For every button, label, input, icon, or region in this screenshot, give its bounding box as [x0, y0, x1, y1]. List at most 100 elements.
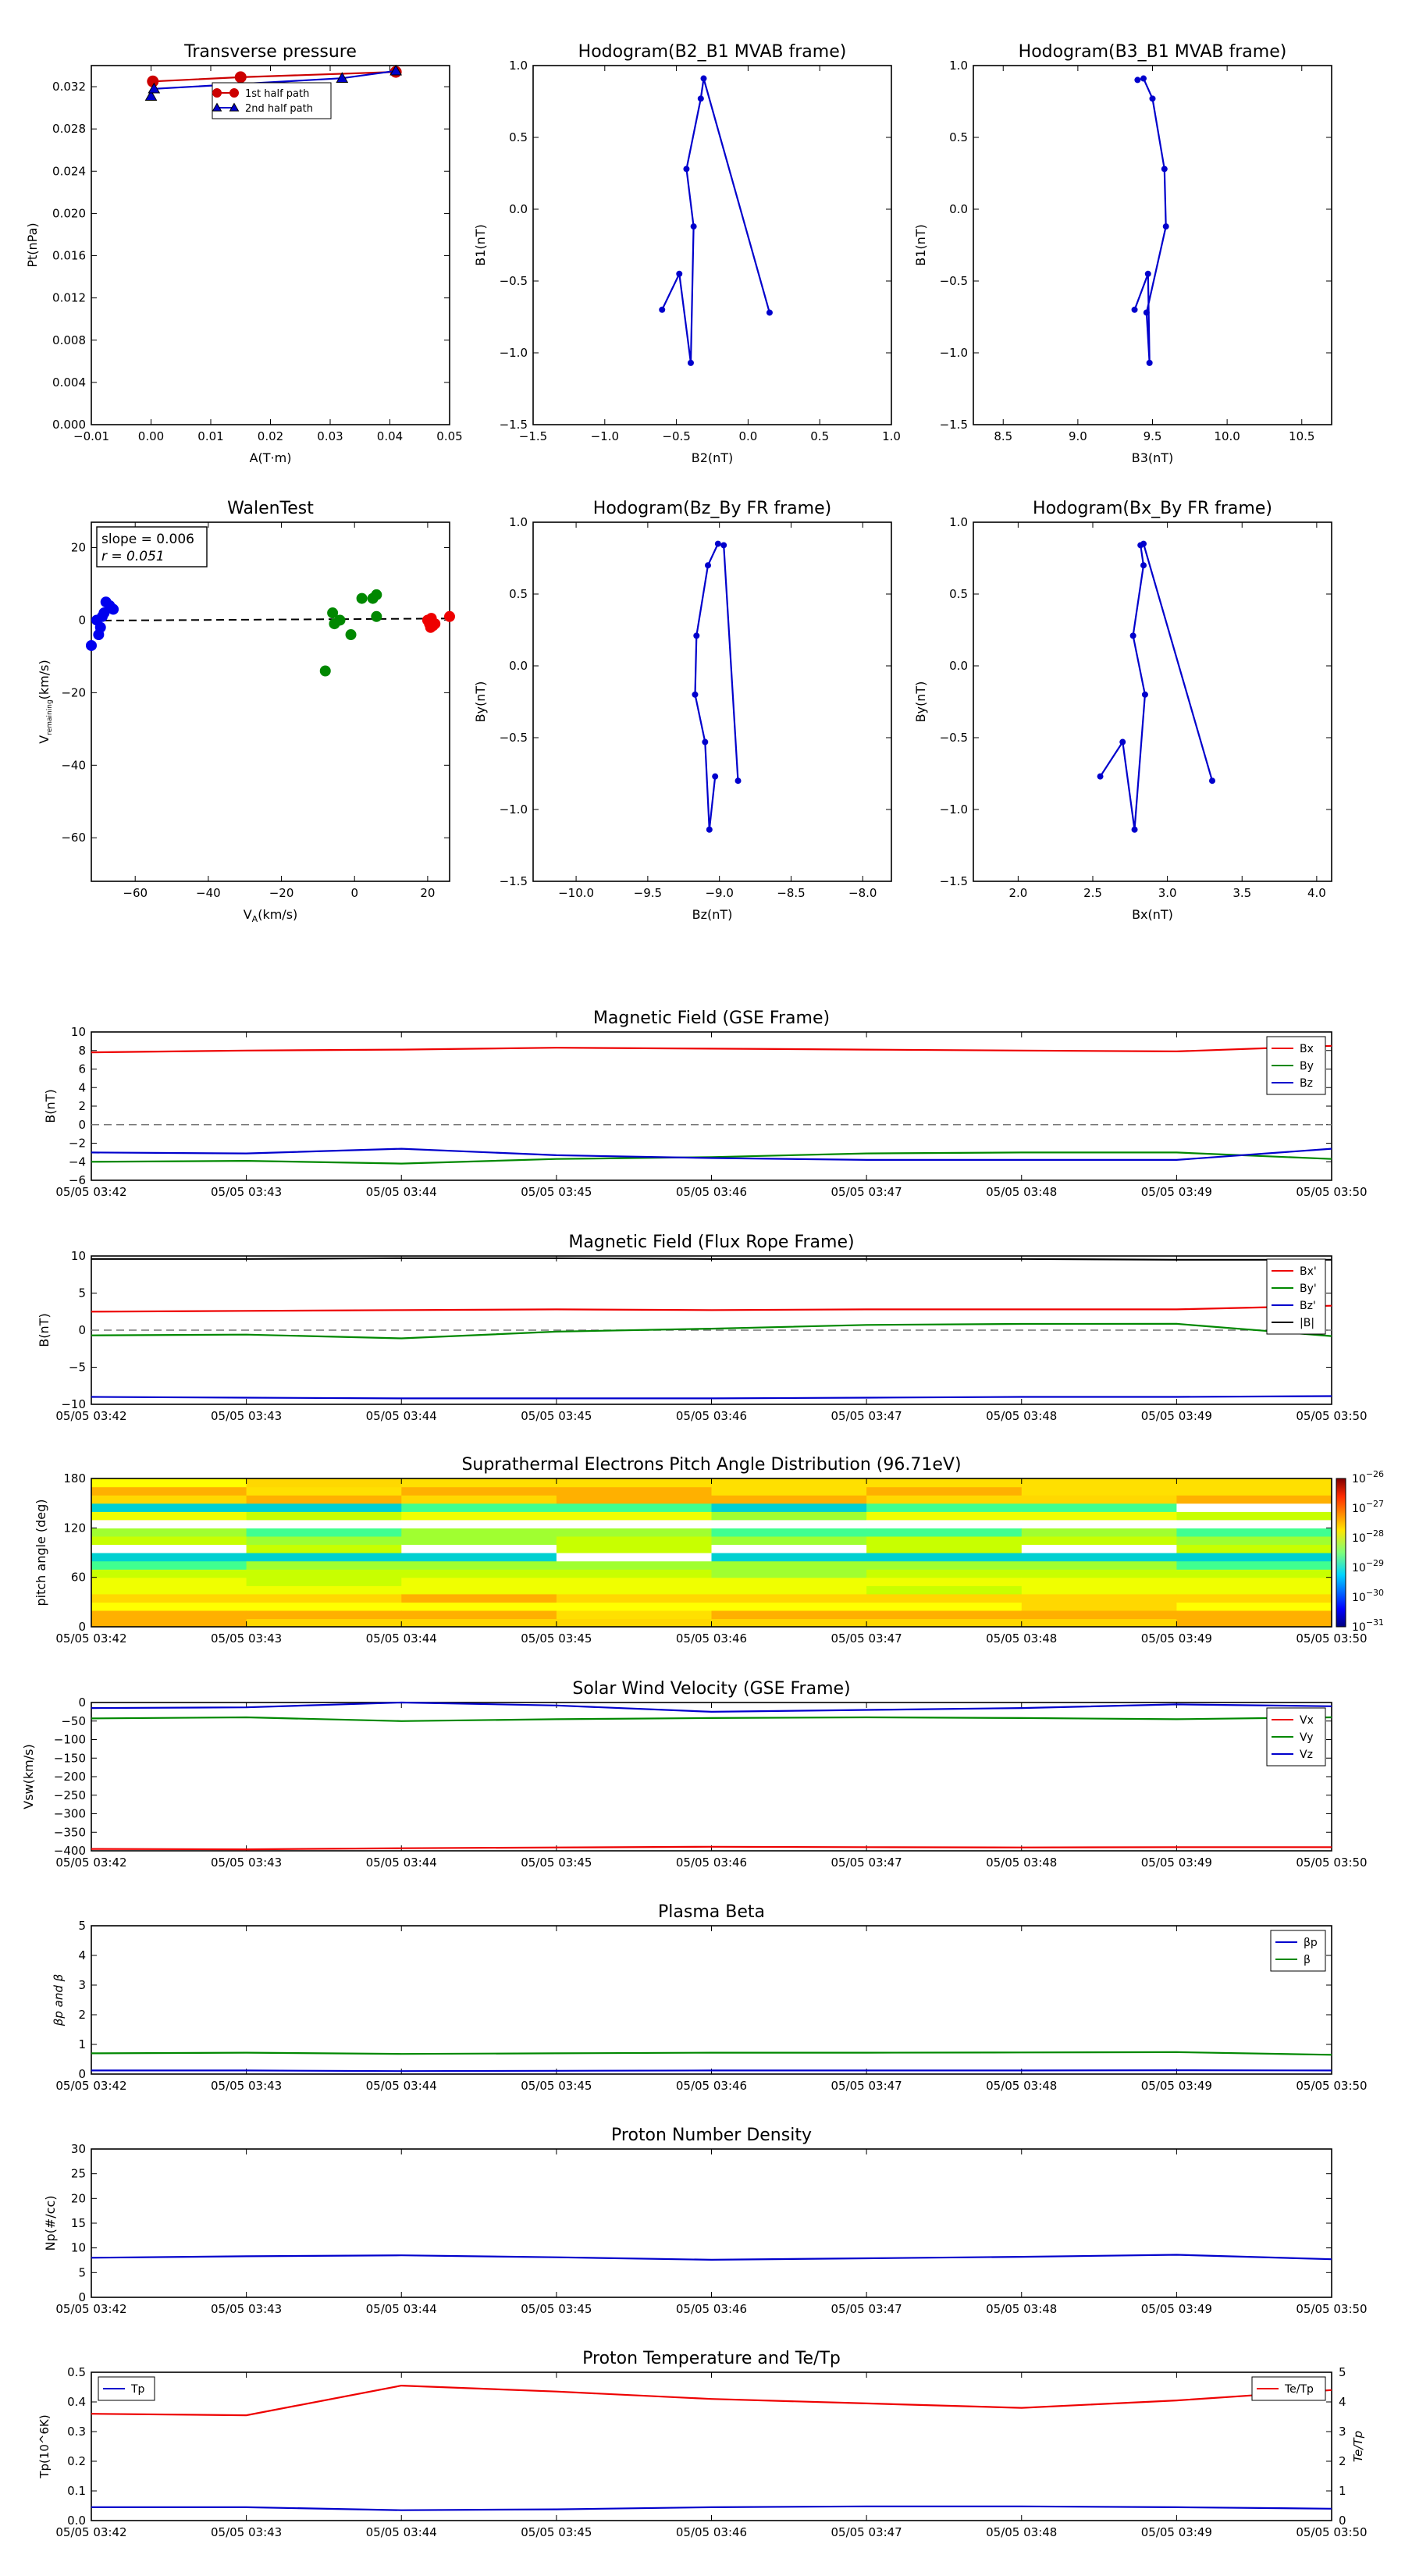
series-line: [91, 2384, 1332, 2417]
time-tick-label: 05/05 03:47: [831, 2302, 902, 2316]
x-tick-label: 0.02: [258, 429, 283, 443]
data-point: [86, 639, 97, 651]
heatmap-cell: [1021, 1593, 1177, 1603]
y-tick-label: 10: [71, 1249, 86, 1263]
y-tick-label: 0.028: [52, 122, 86, 136]
y-tick-label: −6: [69, 1173, 86, 1187]
time-tick-label: 05/05 03:44: [366, 2079, 437, 2093]
heatmap-cell: [401, 1585, 557, 1595]
time-tick-label: 05/05 03:45: [521, 2079, 592, 2093]
heatmap-cell: [711, 1585, 867, 1595]
time-tick-label: 05/05 03:46: [676, 2525, 747, 2539]
y-tick-label: 0.024: [52, 164, 86, 178]
x-tick-label: −60: [123, 886, 148, 900]
heatmap-cell: [401, 1569, 557, 1578]
heatmap-cell: [1021, 1577, 1177, 1586]
heatmap-cell: [711, 1593, 867, 1603]
hxy-frame: [973, 521, 1332, 882]
x-tick-label: 4.0: [1307, 886, 1326, 900]
heatmap-cell: [1021, 1535, 1177, 1546]
legend-marker: [212, 102, 222, 112]
series-line: [91, 1151, 1332, 1165]
data-point: [371, 589, 382, 600]
heatmap-cell: [1021, 1544, 1177, 1553]
heatmap-cell: [556, 1585, 713, 1595]
heatmap-cell: [246, 1593, 402, 1603]
x-tick-label: 9.5: [1144, 429, 1162, 443]
time-tick-label: 05/05 03:50: [1296, 2525, 1367, 2539]
time-tick-label: 05/05 03:42: [55, 1409, 126, 1423]
y-tick-label: 0.000: [52, 418, 86, 432]
heatmap-cell: [711, 1528, 867, 1537]
time-tick-label: 05/05 03:49: [1141, 2302, 1212, 2316]
legend-label: Bx: [1300, 1043, 1314, 1055]
annotation-box: [96, 526, 208, 568]
x-tick-label: −20: [269, 886, 294, 900]
time-tick-label: 05/05 03:45: [521, 1631, 592, 1646]
x-tick-label: 3.0: [1158, 886, 1177, 900]
right-y-tick-label: 5: [1339, 2365, 1346, 2379]
x-axis-label: VA(km/s): [244, 907, 298, 924]
data-point: [690, 223, 697, 230]
heatmap-cell: [401, 1503, 557, 1512]
y-tick-label: 0: [78, 1323, 86, 1337]
time-tick-label: 05/05 03:47: [831, 2525, 902, 2539]
x-tick-label: −8.0: [848, 886, 877, 900]
y-tick-label: 60: [71, 1571, 86, 1585]
data-point: [334, 614, 346, 626]
heatmap-cell: [866, 1593, 1023, 1603]
heatmap-cell: [1176, 1553, 1332, 1562]
heatmap-cell: [401, 1535, 557, 1546]
chart-title: Suprathermal Electrons Pitch Angle Distr…: [461, 1455, 961, 1475]
time-tick-label: 05/05 03:50: [1296, 1631, 1367, 1646]
heatmap-cell: [866, 1585, 1023, 1595]
time-tick-label: 05/05 03:42: [55, 1185, 126, 1199]
legend-label: Bz: [1300, 1077, 1313, 1090]
heatmap-cell: [246, 1528, 402, 1537]
heatmap-cell: [246, 1618, 402, 1628]
time-tick-label: 05/05 03:42: [55, 2302, 126, 2316]
heatmap-cell: [246, 1560, 402, 1570]
y-tick-label: 0.008: [52, 333, 86, 347]
x-tick-label: 0: [350, 886, 358, 900]
heatmap-cell: [246, 1602, 402, 1611]
heatmap-cell: [91, 1519, 247, 1528]
x-axis-label: A(T·m): [250, 450, 292, 465]
y-axis-label: Vsw(km/s): [21, 1744, 36, 1809]
x-tick-label: 20: [420, 886, 435, 900]
heatmap-cell: [1021, 1602, 1177, 1611]
heatmap-cell: [556, 1478, 713, 1488]
heatmap-cell: [1021, 1553, 1177, 1562]
x-tick-label: 3.5: [1232, 886, 1251, 900]
colorbar-tick-label: 10−26: [1352, 1469, 1384, 1485]
y-axis-label: βp and β: [52, 1973, 66, 2026]
data-point: [1140, 540, 1147, 547]
series-line: [91, 1716, 1332, 1722]
time-tick-label: 05/05 03:43: [211, 1856, 282, 1870]
data-point: [1209, 777, 1215, 785]
heatmap-cell: [556, 1495, 713, 1504]
heatmap-cell: [866, 1535, 1023, 1546]
legend-marker: [229, 102, 240, 112]
y-axis-label: pitch angle (deg): [34, 1499, 48, 1606]
heatmap-cell: [556, 1553, 713, 1562]
data-point: [1134, 76, 1141, 84]
time-tick-label: 05/05 03:50: [1296, 1185, 1367, 1199]
y-tick-label: 180: [63, 1471, 86, 1485]
series-line: [91, 1701, 1332, 1713]
y-tick-label: 4: [78, 1948, 86, 1962]
y-tick-label: −1.0: [500, 346, 528, 360]
y-tick-label: −50: [61, 1714, 86, 1728]
y-tick-label: −20: [61, 685, 86, 699]
heatmap-cell: [711, 1602, 867, 1611]
x-tick-label: −8.5: [777, 886, 805, 900]
heatmap-cell: [866, 1602, 1023, 1611]
heatmap-cell: [246, 1511, 402, 1521]
y-tick-label: −1.0: [500, 802, 528, 817]
data-point: [735, 777, 742, 785]
data-point: [693, 632, 700, 639]
y-tick-label: −0.5: [940, 731, 968, 745]
time-tick-label: 05/05 03:48: [986, 2079, 1057, 2093]
chart-title: Hodogram(B2_B1 MVAB frame): [578, 42, 847, 62]
